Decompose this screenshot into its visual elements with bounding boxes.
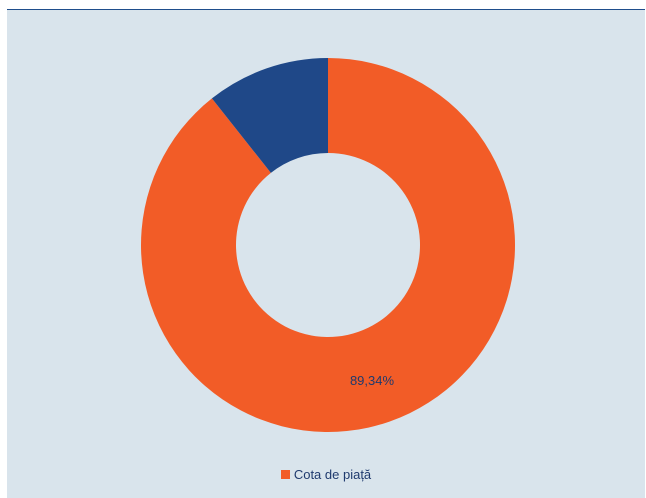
legend-label: Cota de piață xyxy=(293,467,372,482)
donut-chart: 89,34% xyxy=(140,58,515,433)
legend-swatch xyxy=(280,470,290,479)
donut-slice-0 xyxy=(140,58,515,433)
chart-legend: Cota de piață xyxy=(7,467,645,482)
donut-slice-1 xyxy=(211,58,328,173)
chart-frame: 89,34% Cota de piață xyxy=(7,9,645,498)
slice-label-market-share: 89,34% xyxy=(350,373,395,388)
